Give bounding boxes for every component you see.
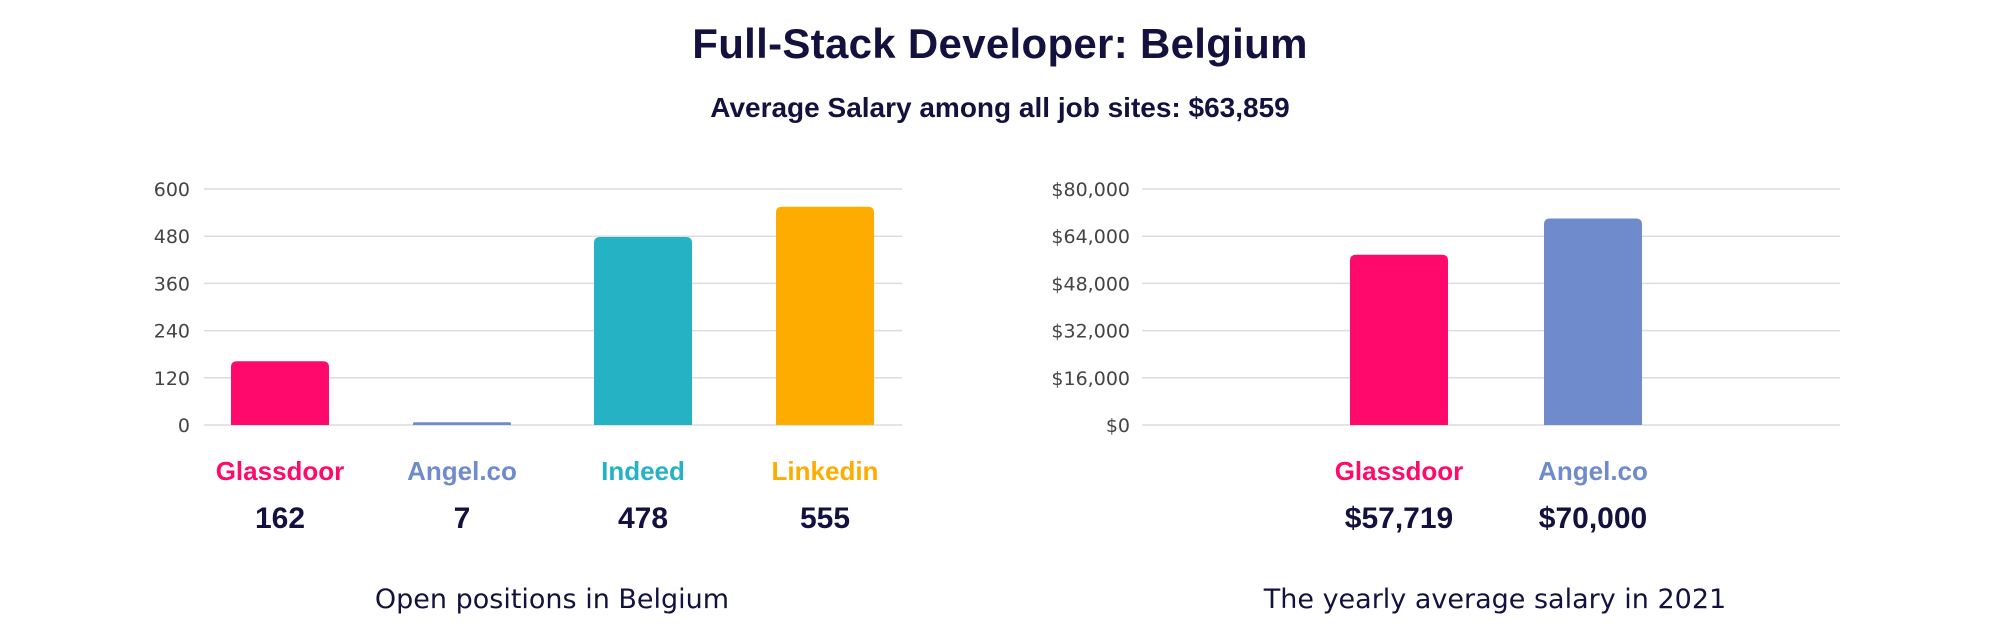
value-label: 162 xyxy=(255,502,305,535)
value-label: 478 xyxy=(618,502,668,535)
value-label: 7 xyxy=(454,502,471,535)
y-tick-label: $64,000 xyxy=(1051,226,1130,248)
value-label: $70,000 xyxy=(1539,502,1647,535)
y-tick-label: $80,000 xyxy=(1051,179,1130,201)
chart-caption: The yearly average salary in 2021 xyxy=(1263,584,1726,615)
y-tick-label: 360 xyxy=(154,273,190,295)
y-tick-label: 120 xyxy=(154,368,190,390)
page-title: Full-Stack Developer: Belgium xyxy=(692,20,1308,67)
bar-angelco xyxy=(413,422,511,425)
y-tick-label: $48,000 xyxy=(1051,273,1130,295)
bar-angelco xyxy=(1544,218,1642,425)
y-tick-label: $0 xyxy=(1106,415,1130,437)
salary-chart: $0 $16,000 $32,000 $48,000 $64,000 $80,000 Gla… xyxy=(1051,179,1840,615)
bar-glassdoor xyxy=(231,361,329,425)
y-tick-label: 600 xyxy=(154,179,190,201)
category-label: Glassdoor xyxy=(216,456,345,486)
y-tick-label: 480 xyxy=(154,226,190,248)
page-subtitle: Average Salary among all job sites: $63,… xyxy=(710,92,1290,123)
chart-caption: Open positions in Belgium xyxy=(375,584,729,615)
bar-glassdoor xyxy=(1350,254,1448,425)
y-tick-label: 240 xyxy=(154,321,190,343)
bar-linkedin xyxy=(776,206,874,425)
y-tick-label: 0 xyxy=(178,415,190,437)
category-label: Glassdoor xyxy=(1335,456,1464,486)
bar-indeed xyxy=(594,236,692,425)
y-tick-label: $32,000 xyxy=(1051,321,1130,343)
category-label: Indeed xyxy=(601,456,685,486)
category-label: Angel.co xyxy=(407,456,517,486)
category-label: Angel.co xyxy=(1538,456,1648,486)
value-label: $57,719 xyxy=(1345,502,1453,535)
value-label: 555 xyxy=(800,502,850,535)
y-tick-label: $16,000 xyxy=(1051,368,1130,390)
category-label: Linkedin xyxy=(772,456,879,486)
open-positions-chart: 0 120 240 360 480 600 Glassdoor 162 Angel.co 7 Ind… xyxy=(154,179,902,615)
